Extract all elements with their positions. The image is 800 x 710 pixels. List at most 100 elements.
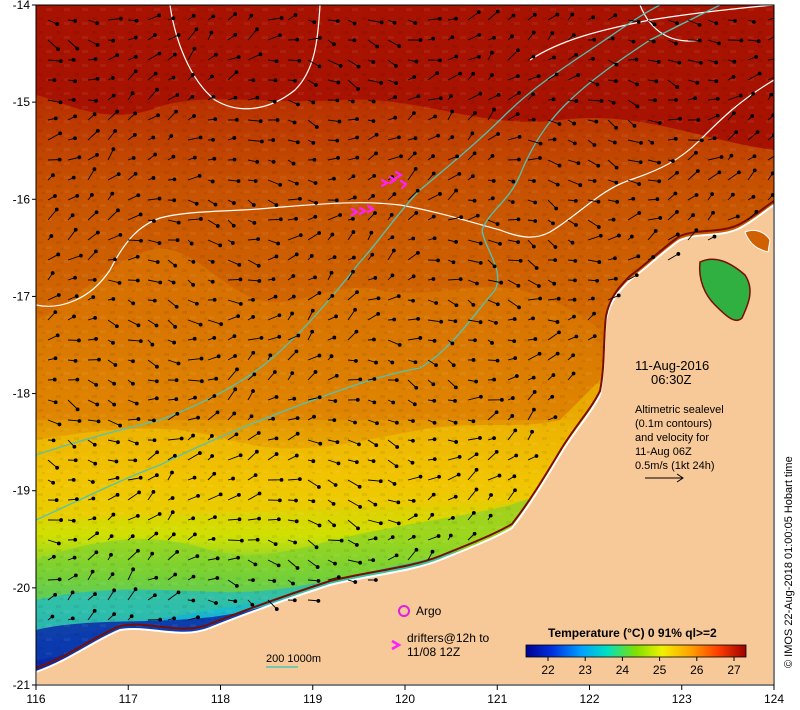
velocity-arrow-head [735,214,740,219]
velocity-arrow-head [639,140,643,145]
velocity-arrow-head [570,240,575,245]
velocity-arrow [227,389,236,401]
date-label: 11-Aug-2016 [635,358,709,373]
velocity-arrow-head [314,201,319,205]
velocity-arrow [467,259,481,264]
velocity-arrow [347,519,359,529]
velocity-arrow [667,211,678,221]
velocity-arrow-head [752,168,757,173]
velocity-arrow-head [431,277,436,281]
velocity-arrow-head [136,417,141,421]
velocity-arrow [427,18,440,21]
velocity-arrow-head [553,258,558,263]
velocity-arrow-head [273,78,278,83]
velocity-arrow-head [157,241,162,245]
velocity-arrow-head [750,114,755,118]
velocity-arrow-head [393,115,398,120]
velocity-arrow-head [271,416,276,421]
velocity-arrow-head [110,75,115,80]
velocity-arrow-head [233,32,238,37]
velocity-arrow-head [434,301,439,305]
velocity-arrow-head [250,602,255,607]
velocity-arrow-head [454,54,459,59]
velocity-arrow [47,39,59,50]
velocity-arrow-head [675,210,679,214]
velocity-arrow [467,34,480,41]
velocity-arrow-head [531,30,536,35]
velocity-arrow [707,156,722,161]
velocity-arrow [87,211,97,221]
velocity-arrow-head [232,157,237,162]
drifter-tracks[interactable] [350,170,408,217]
velocity-arrow-head [154,396,159,401]
velocity-arrow-head [650,140,655,145]
velocity-arrow-head [351,216,355,221]
velocity-arrow-head [251,350,256,355]
velocity-arrow-head [74,294,79,299]
velocity-arrow-head [271,277,276,282]
velocity-arrow-head [151,489,156,494]
velocity-arrow [207,319,222,325]
velocity-arrow-head [454,303,459,308]
velocity-arrow-head [170,470,174,475]
velocity-arrow-head [136,323,141,328]
velocity-arrow-head [578,183,583,187]
velocity-arrow-head [199,379,204,384]
velocity-arrow-head [151,135,156,140]
velocity-arrow [267,34,281,41]
velocity-arrow-head [309,254,314,258]
velocity-arrow-head [174,397,179,402]
velocity-arrow-head [550,394,555,399]
velocity-arrow [587,219,600,228]
velocity-arrow-head [717,41,722,46]
velocity-arrow-head [131,156,136,160]
velocity-arrow-head [510,200,515,205]
velocity-arrow-head [131,567,136,572]
velocity-arrow-head [329,354,334,359]
velocity-arrow-head [171,154,176,159]
velocity-arrow-head [370,252,375,257]
velocity-arrow-head [57,422,62,427]
velocity-arrow-head [531,92,536,97]
velocity-arrow-head [157,51,162,56]
velocity-arrow-head [191,598,196,603]
velocity-arrow-head [51,438,56,443]
velocity-arrow-head [532,179,536,183]
velocity-arrow [447,190,457,201]
estuary-water [744,229,771,253]
velocity-arrow-head [58,100,63,105]
velocity-arrow-head [471,174,475,178]
velocity-arrow-head [329,270,334,275]
velocity-arrow [207,412,218,421]
velocity-arrow-head [56,541,61,546]
velocity-arrow-head [376,296,381,301]
velocity-arrow-head [552,281,557,286]
velocity-arrow-head [157,196,162,201]
velocity-arrow-head [233,599,238,604]
velocity-arrow-head [279,477,284,482]
velocity-arrow-head [170,496,175,500]
velocity-arrow-head [130,534,135,539]
velocity-arrow-head [93,315,98,320]
velocity-arrow-head [674,98,678,102]
velocity-arrow [507,136,520,141]
velocity-arrow-head [475,213,480,218]
velocity-arrow-head [738,93,743,98]
velocity-arrow-head [154,575,159,580]
velocity-arrow-head [592,179,597,183]
velocity-arrow-head [313,214,318,219]
velocity-arrow-head [72,555,77,560]
velocity-arrow-head [570,12,575,17]
velocity-arrow [167,111,177,121]
map-area[interactable] [36,5,782,685]
velocity-arrow-head [553,415,558,420]
velocity-arrow [47,578,60,581]
velocity-arrow-head [277,498,282,503]
velocity-arrow-head [157,13,162,18]
velocity-arrow-head [392,482,397,486]
velocity-arrow-head [393,95,398,100]
velocity-arrow-head [490,50,494,55]
velocity-arrow-head [113,257,117,262]
velocity-arrow [707,172,720,181]
velocity-arrow-head [53,116,58,121]
